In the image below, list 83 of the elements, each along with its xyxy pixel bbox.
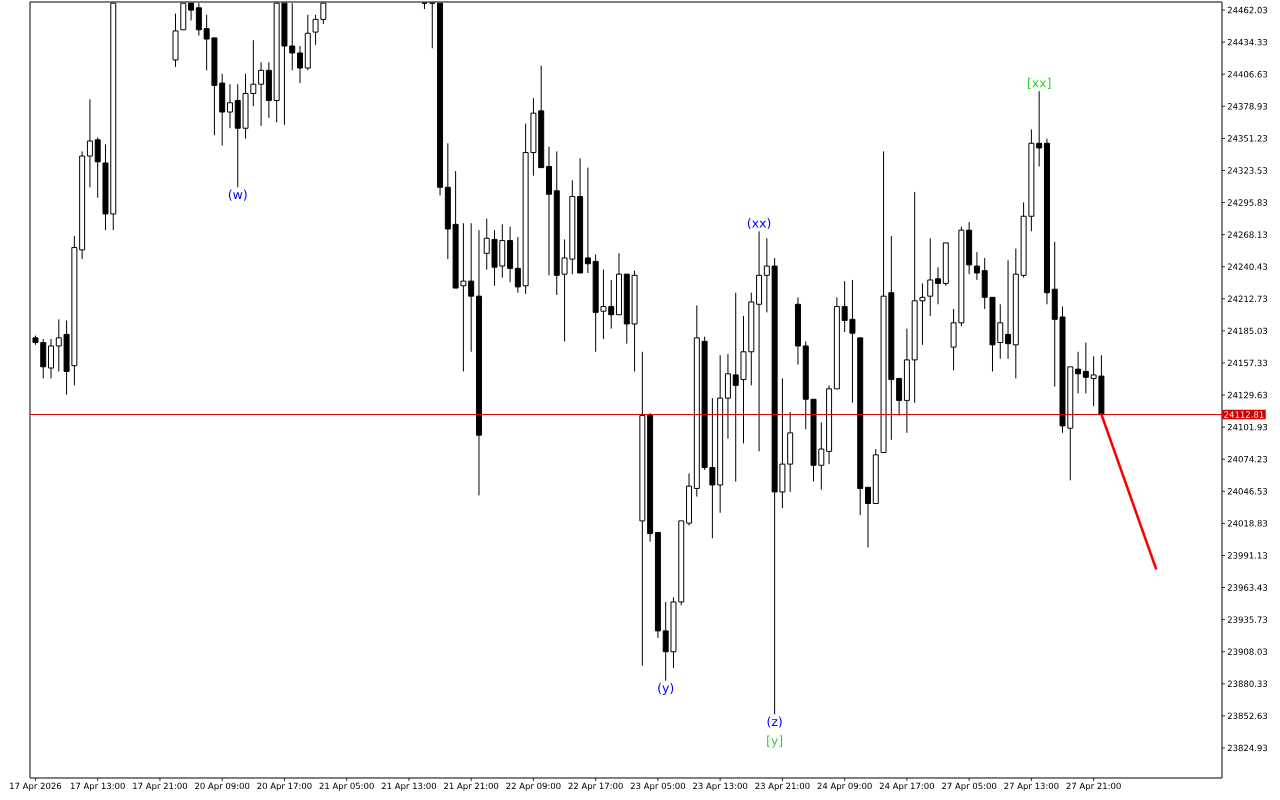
x-tick-label: 24 Apr 17:00: [879, 782, 935, 791]
y-tick-label: 24101.93: [1227, 423, 1268, 431]
y-tick-label: 24406.63: [1227, 71, 1268, 78]
annotation: [y]: [767, 735, 783, 748]
x-tick-label: 22 Apr 17:00: [568, 782, 623, 791]
y-tick-label: 24351.23: [1227, 135, 1268, 142]
x-tick-label: 27 Apr 05:00: [942, 782, 997, 791]
x-tick-label: 21 Apr 05:00: [319, 782, 374, 791]
candlestick: [826, 384, 833, 465]
candlestick: [935, 266, 942, 305]
y-tick-label: 24434.33: [1227, 38, 1268, 46]
annotation: (z): [767, 716, 782, 728]
x-tick-label: 17 Apr 2026: [10, 782, 62, 791]
y-tick-label: 24462.03: [1227, 6, 1268, 14]
candlestick: [794, 296, 801, 366]
candlestick: [226, 83, 233, 129]
candlestick: [903, 328, 910, 434]
y-tick-label: 24268.13: [1227, 231, 1268, 238]
candlestick: [546, 146, 552, 276]
x-tick-label: 21 Apr 21:00: [444, 782, 499, 791]
annotation: (xx): [747, 217, 771, 230]
y-tick-label: 23935.73: [1227, 616, 1268, 623]
y-tick-label: 23824.93: [1227, 744, 1268, 752]
candlestick: [475, 229, 482, 496]
y-tick-label: 24129.63: [1227, 391, 1268, 399]
candlestick: [48, 338, 55, 379]
x-tick-label: 22 Apr 09:00: [506, 782, 561, 791]
x-tick-label: 23 Apr 05:00: [630, 782, 686, 791]
line-series: [1100, 413, 1158, 570]
candlestick: [1043, 138, 1050, 305]
y-tick-label: 24323.53: [1227, 167, 1268, 174]
candlestick: [927, 237, 934, 317]
candlestick: [654, 531, 661, 639]
candlestick: [756, 230, 763, 452]
y-tick-label: 24240.43: [1227, 263, 1268, 270]
candlestick: [86, 98, 93, 188]
candlestick: [1075, 351, 1082, 394]
candlestick: [1005, 259, 1012, 360]
candlestick: [942, 242, 949, 287]
annotation: (y): [658, 682, 674, 695]
candlestick: [258, 61, 265, 127]
x-tick-label: 20 Apr 17:00: [257, 782, 312, 791]
candlestick: [577, 157, 584, 274]
x-tick-label: 24 Apr 09:00: [817, 782, 872, 791]
x-tick-label: 20 Apr 09:00: [195, 782, 250, 791]
candlestick: [686, 472, 693, 526]
y-tick-label: 23852.63: [1227, 712, 1268, 720]
candlestick: [896, 377, 903, 416]
x-tick-label: 21 Apr 13:00: [381, 782, 437, 791]
annotation: [xx]: [1027, 77, 1051, 89]
ref-line-label: 24112.81: [1224, 411, 1264, 418]
x-tick-label: 27 Apr 13:00: [1004, 782, 1059, 791]
y-tick-label: 24018.83: [1227, 520, 1268, 527]
x-tick-label: 23 Apr 13:00: [693, 782, 748, 791]
y-tick-label: 24185.03: [1227, 327, 1268, 335]
x-tick-label: 17 Apr 21:00: [133, 782, 188, 791]
candlestick: [265, 61, 272, 119]
y-tick-label: 24157.33: [1227, 359, 1268, 367]
candlestick: [616, 252, 622, 316]
x-tick-label: 17 Apr 13:00: [70, 782, 125, 791]
candlestick: [973, 251, 980, 281]
y-tick-label: 23963.43: [1227, 584, 1268, 591]
y-tick-label: 24378.93: [1227, 103, 1268, 110]
candlestick: [724, 353, 731, 440]
x-tick-label: 23 Apr 21:00: [755, 782, 810, 791]
candlestick: [507, 226, 514, 283]
candlestick: [865, 486, 871, 548]
y-tick-label: 24046.53: [1227, 488, 1268, 495]
candlestick: [639, 351, 646, 667]
y-tick-label: 24074.23: [1227, 456, 1268, 463]
x-tick-label: 27 Apr 21:00: [1066, 782, 1121, 791]
candlestick: [297, 45, 303, 84]
candlestick: [833, 296, 840, 390]
y-tick-label: 24212.73: [1227, 295, 1268, 303]
candlestick: [647, 412, 654, 543]
y-tick-label: 23908.03: [1227, 648, 1268, 655]
y-tick-label: 24295.83: [1227, 199, 1268, 206]
annotation: (w): [228, 189, 247, 201]
candlestick: [584, 167, 591, 274]
y-tick-label: 23991.13: [1227, 552, 1268, 559]
candlestick: [857, 337, 864, 516]
candlestick: [514, 236, 521, 294]
y-tick-label: 23880.33: [1227, 680, 1268, 688]
